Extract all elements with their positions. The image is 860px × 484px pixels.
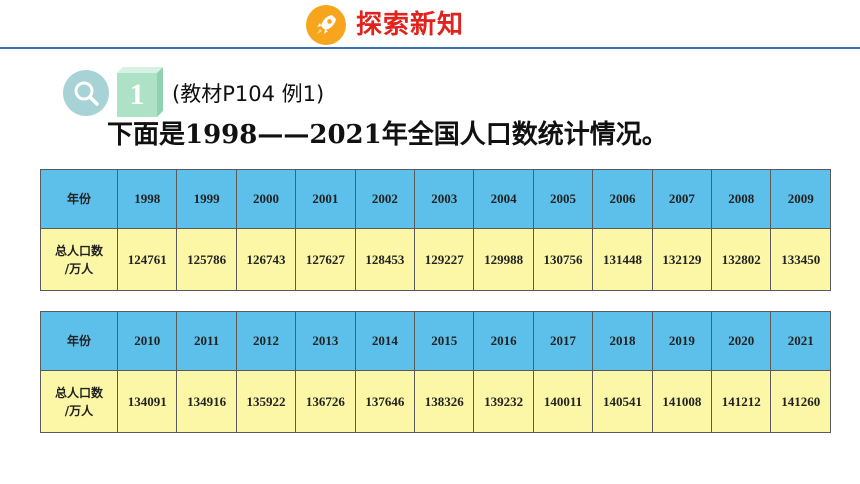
year-cell: 2002 (354, 169, 416, 229)
year-cell: 2015 (414, 311, 475, 371)
population-cell: 137646 (354, 370, 416, 433)
year-cell: 2021 (770, 311, 831, 371)
magnifier-badge (63, 70, 109, 116)
year-cell: 2013 (295, 311, 356, 371)
year-cell: 2003 (414, 169, 475, 229)
population-cell: 135922 (235, 370, 297, 433)
population-header-line1: 总人口数 (54, 243, 103, 258)
year-cell: 2004 (473, 169, 534, 229)
population-cell: 139232 (473, 370, 534, 433)
population-cell: 124761 (116, 228, 178, 291)
example-number: 1 (117, 73, 157, 117)
population-row: 总人口数 /万人 134091 134916 135922 136726 137… (40, 370, 831, 433)
intro-sentence: 下面是1998——2021年全国人口数统计情况。 (107, 120, 668, 150)
year-cell: 1999 (176, 169, 237, 229)
population-cell: 141260 (770, 370, 831, 433)
population-header-line2: /万人 (64, 261, 94, 276)
population-cell: 129227 (414, 228, 475, 291)
year-cell: 2017 (532, 311, 594, 371)
population-cell: 131448 (592, 228, 653, 291)
population-cell: 141008 (651, 370, 713, 433)
population-cell: 132129 (651, 228, 713, 291)
year-cell: 2018 (592, 311, 653, 371)
population-cell: 141212 (711, 370, 772, 433)
header-divider (0, 47, 860, 49)
year-cell: 2014 (354, 311, 416, 371)
section-title: 探索新知 (356, 10, 465, 40)
year-cell: 2006 (592, 169, 653, 229)
year-cell: 2010 (116, 311, 178, 371)
year-cell: 2008 (711, 169, 772, 229)
year-cell: 2012 (235, 311, 297, 371)
population-cell: 129988 (473, 228, 534, 291)
population-row: 总人口数 /万人 124761 125786 126743 127627 128… (40, 228, 831, 291)
rocket-icon (317, 15, 336, 34)
year-cell: 2011 (176, 311, 237, 371)
year-cell: 2005 (532, 169, 594, 229)
year-row: 年份 2010 2011 2012 2013 2014 2015 2016 20… (40, 311, 831, 371)
example-number-block: 1 (117, 67, 163, 117)
population-cell: 134916 (176, 370, 237, 433)
population-cell: 138326 (414, 370, 475, 433)
year-cell: 2001 (295, 169, 356, 229)
population-table-1998-2009: 年份 1998 1999 2000 2001 2002 2003 2004 20… (40, 169, 831, 291)
population-header: 总人口数 /万人 (40, 370, 118, 433)
year-cell: 2000 (235, 169, 297, 229)
rocket-badge (306, 5, 346, 45)
population-cell: 130756 (532, 228, 594, 291)
year-cell: 2009 (770, 169, 831, 229)
population-cell: 126743 (235, 228, 297, 291)
year-header: 年份 (40, 311, 118, 371)
population-cell: 125786 (176, 228, 237, 291)
population-header: 总人口数 /万人 (40, 228, 118, 291)
population-value-wrapped: 134091 (127, 394, 167, 409)
year-cell: 2007 (651, 169, 713, 229)
year-cell: 1998 (116, 169, 178, 229)
year-row: 年份 1998 1999 2000 2001 2002 2003 2004 20… (40, 169, 831, 229)
population-header-line2: /万人 (64, 403, 94, 418)
magnifier-icon (74, 81, 99, 106)
population-cell: 128453 (354, 228, 416, 291)
population-cell: 134091 (116, 370, 178, 433)
year-cell: 2019 (651, 311, 713, 371)
year-cell: 2016 (473, 311, 534, 371)
population-cell: 140011 (532, 370, 594, 433)
textbook-reference: (教材P104 例1) (172, 82, 325, 106)
population-cell: 127627 (295, 228, 356, 291)
year-header: 年份 (40, 169, 118, 229)
population-cell: 133450 (770, 228, 831, 291)
population-header-line1: 总人口数 (54, 385, 103, 400)
population-cell: 136726 (295, 370, 356, 433)
population-cell: 140541 (592, 370, 653, 433)
year-cell: 2020 (711, 311, 772, 371)
population-table-2010-2021: 年份 2010 2011 2012 2013 2014 2015 2016 20… (40, 311, 831, 433)
population-cell: 132802 (711, 228, 772, 291)
